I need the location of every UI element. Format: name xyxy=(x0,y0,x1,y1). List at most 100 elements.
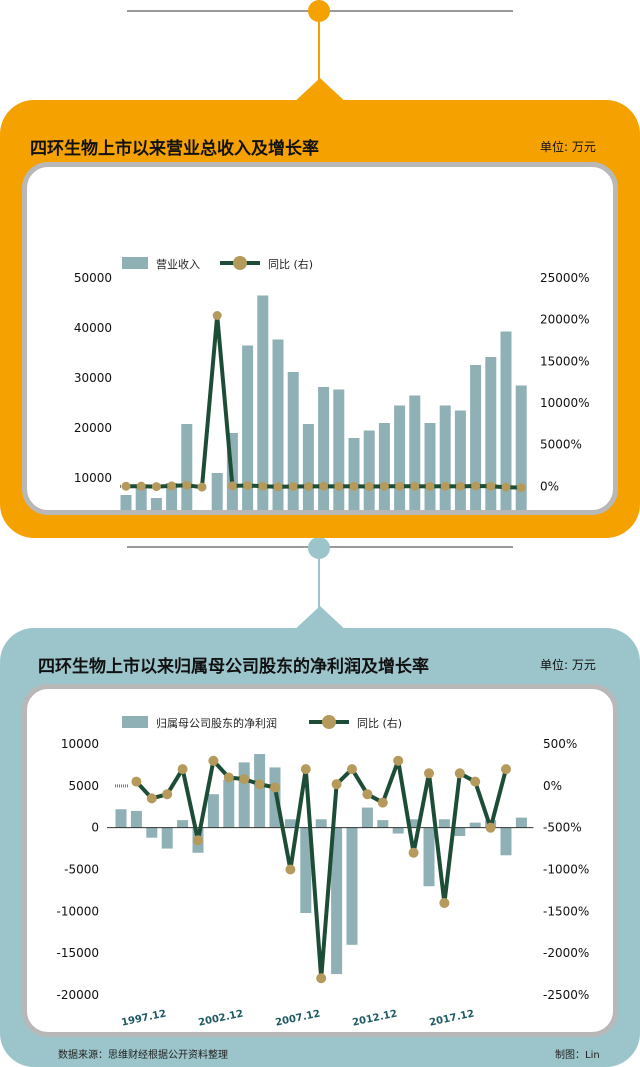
profit-bar xyxy=(331,827,343,975)
revenue-yoy-point xyxy=(197,482,207,492)
profit-left-tick-label: 0 xyxy=(91,821,99,835)
revenue-yoy-point xyxy=(425,481,435,491)
revenue-yoy-point xyxy=(212,311,222,320)
profit-x-tick-label: 2017.12 xyxy=(428,1008,475,1028)
profit-yoy-point xyxy=(239,774,250,785)
profit-yoy-point xyxy=(208,755,219,766)
profit-yoy-point xyxy=(300,764,311,775)
profit-bar xyxy=(408,819,420,828)
revenue-left-tick-label: 10000 xyxy=(74,471,112,485)
profit-bar xyxy=(469,822,481,828)
profit-yoy-point xyxy=(162,789,173,800)
revenue-yoy-point xyxy=(136,481,146,491)
profit-bar xyxy=(315,819,327,828)
revenue-bar xyxy=(378,423,390,510)
profit-x-tick-label: 2012.12 xyxy=(351,1008,398,1028)
middle-connector-dot xyxy=(308,537,330,559)
profit-bar xyxy=(284,819,296,828)
revenue-bar xyxy=(333,389,345,510)
revenue-legend-line-label: 同比 (右) xyxy=(268,257,313,271)
profit-yoy-point xyxy=(193,835,203,846)
revenue-bar xyxy=(485,357,497,510)
revenue-bar xyxy=(500,331,512,510)
profit-yoy-point xyxy=(285,864,296,875)
revenue-right-tick-label: 15000% xyxy=(540,354,590,368)
revenue-legend-bar-label: 营业收入 xyxy=(156,257,200,271)
revenue-yoy-point xyxy=(151,482,161,492)
profit-yoy-point xyxy=(485,822,496,833)
profit-right-tick-label: -2000% xyxy=(543,946,589,960)
profit-right-tick-label: 0% xyxy=(543,779,562,793)
revenue-yoy-point xyxy=(167,481,177,491)
revenue-yoy-point xyxy=(440,481,450,491)
revenue-bar xyxy=(394,405,406,510)
net-profit-chart: 归属母公司股东的净利润 同比 (右) -20000 -15000 -10000 -5000… xyxy=(56,715,589,1029)
revenue-bar xyxy=(257,295,269,510)
revenue-bar xyxy=(272,339,284,510)
profit-bar xyxy=(223,779,235,828)
profit-yoy-line xyxy=(134,758,508,981)
top-connector-dot xyxy=(308,0,330,22)
profit-left-tick-label: -5000 xyxy=(64,863,99,877)
profit-yoy-point xyxy=(501,764,511,775)
revenue-bar xyxy=(515,385,527,510)
profit-yoy-point xyxy=(424,768,434,779)
revenue-bar xyxy=(348,438,360,510)
profit-yoy-point xyxy=(439,897,450,908)
revenue-yoy-point xyxy=(516,483,526,493)
revenue-yoy-point xyxy=(288,482,298,491)
revenue-yoy-point xyxy=(243,481,253,490)
profit-x-tick-label: 1997.12 xyxy=(120,1008,167,1028)
top-panel-tab xyxy=(290,78,350,106)
profit-yoy-point xyxy=(347,764,357,775)
revenue-yoy-point xyxy=(121,481,131,491)
profit-bar xyxy=(392,827,404,834)
revenue-bar xyxy=(363,430,375,510)
profit-bar xyxy=(346,827,358,945)
profit-yoy-point xyxy=(377,797,388,808)
revenue-right-tick-label: 0% xyxy=(540,479,559,493)
profit-bar xyxy=(423,827,435,887)
revenue-yoy-point xyxy=(349,481,359,491)
revenue-bar xyxy=(470,365,482,510)
profit-bar xyxy=(500,827,512,856)
revenue-bar xyxy=(120,495,132,510)
profit-left-tick-label: -10000 xyxy=(56,904,99,918)
revenue-right-tick-label: 25000% xyxy=(540,271,590,285)
profit-left-tick-label: 10000 xyxy=(61,737,99,751)
profit-bar xyxy=(254,754,266,828)
profit-right-tick-label: -2500% xyxy=(543,988,589,1002)
profit-bar xyxy=(454,827,466,837)
profit-yoy-point xyxy=(131,776,142,787)
revenue-yoy-point xyxy=(319,481,329,491)
profit-left-tick-label: -15000 xyxy=(56,946,99,960)
profit-yoy-point xyxy=(254,779,265,790)
revenue-yoy-point xyxy=(501,482,511,492)
revenue-yoy-point xyxy=(364,482,374,491)
top-panel-title: 四环生物上市以来营业总收入及增长率 xyxy=(30,139,319,159)
profit-bar xyxy=(515,817,527,828)
profit-x-tick-label: 2007.12 xyxy=(274,1008,321,1028)
revenue-bar xyxy=(287,372,299,510)
bottom-panel: 四环生物上市以来归属母公司股东的净利润及增长率 单位: 万元 归属母公司股东的净… xyxy=(0,628,640,1067)
profit-right-tick-label: 500% xyxy=(543,737,577,751)
revenue-bar xyxy=(439,405,451,510)
profit-yoy-point xyxy=(146,793,157,804)
profit-legend-line-marker xyxy=(322,715,336,729)
revenue-yoy-point xyxy=(395,481,405,491)
top-connector-line xyxy=(318,20,320,88)
revenue-yoy-point xyxy=(379,481,389,491)
profit-left-tick-label: -20000 xyxy=(56,988,99,1002)
bottom-panel-tab xyxy=(290,606,350,634)
revenue-bar xyxy=(454,410,466,510)
profit-yoy-point xyxy=(362,789,373,800)
credit-note: 制图：Lin xyxy=(555,1050,600,1061)
profit-yoy-point xyxy=(316,973,327,984)
profit-yoy-point xyxy=(223,772,234,783)
revenue-bar xyxy=(135,486,147,510)
revenue-legend-line-marker xyxy=(233,256,247,270)
bottom-panel-title: 四环生物上市以来归属母公司股东的净利润及增长率 xyxy=(38,657,429,677)
profit-left-tick-label: 5000 xyxy=(68,779,99,793)
